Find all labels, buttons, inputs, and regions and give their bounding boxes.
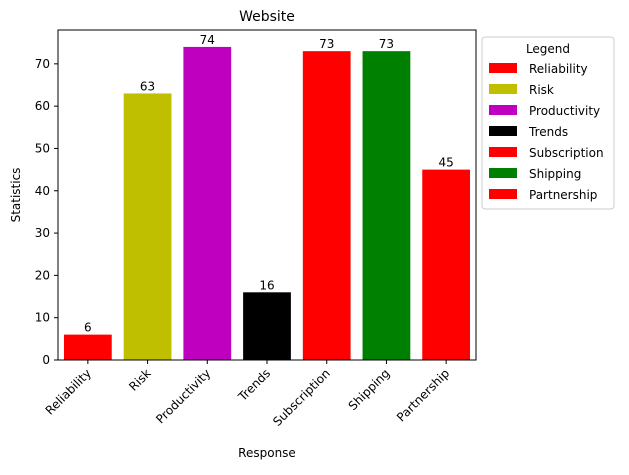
legend-entry: Shipping [529,167,581,181]
x-tick-label: Reliability [43,366,94,417]
legend: Legend Reliability Risk Productivity Trends S… [481,36,615,210]
y-tick-label: 50 [35,141,50,155]
legend-swatch [489,126,517,136]
data-label: 45 [439,156,454,170]
bar [302,51,351,361]
legend-swatch [489,168,517,178]
legend-entry: Partnership [529,188,597,202]
data-label: 73 [319,37,334,51]
legend-entry: Trends [528,125,568,139]
legend-swatch [489,105,517,115]
chart-title: Website [239,9,295,25]
data-label: 73 [379,37,394,51]
y-tick-label: 70 [35,57,50,71]
data-label: 63 [140,79,155,93]
x-tick-label: Risk [126,366,154,394]
x-tick-label: Partnership [394,366,452,424]
y-tick-label: 20 [35,268,50,282]
x-tick-label: Subscription [270,366,333,429]
legend-swatch [489,189,517,199]
bar [422,169,471,360]
legend-title: Legend [526,42,570,56]
bar [63,334,112,360]
legend-entry: Risk [529,83,554,97]
legend-entry: Subscription [529,146,604,160]
bar [243,292,291,360]
bar [183,46,232,361]
legend-swatch [489,84,517,94]
bar [123,93,172,360]
x-tick-label: Shipping [346,366,393,413]
y-tick-label: 40 [35,184,50,198]
y-tick-label: 30 [35,226,50,240]
bar [362,51,411,361]
plot-frame [57,29,477,361]
y-axis-label: Statistics [9,168,23,223]
legend-swatch [489,63,517,73]
data-label: 6 [84,321,92,335]
x-tick-label: Trends [235,366,273,404]
legend-entry: Productivity [529,104,600,118]
y-tick-label: 60 [35,99,50,113]
data-label: 74 [200,33,215,47]
legend-swatch [489,147,517,157]
y-tick-label: 10 [35,311,50,325]
legend-box [481,36,615,210]
x-axis-label: Response [238,446,296,460]
data-label: 16 [259,278,274,292]
x-tick-label: Productivity [153,366,213,426]
y-tick-label: 0 [42,353,50,367]
legend-entry: Reliability [529,62,588,76]
plot-area: 6 Reliability 63 Risk 74 Productivity 16 Trends… [35,29,477,429]
